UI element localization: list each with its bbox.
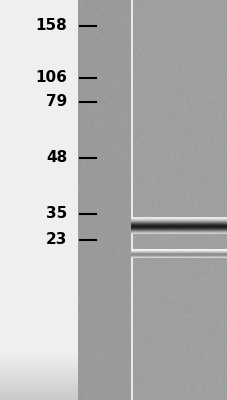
Text: 48: 48 — [46, 150, 67, 166]
Text: 79: 79 — [46, 94, 67, 110]
Text: 35: 35 — [46, 206, 67, 222]
Text: 23: 23 — [46, 232, 67, 248]
Text: 106: 106 — [35, 70, 67, 86]
Text: 158: 158 — [35, 18, 67, 34]
